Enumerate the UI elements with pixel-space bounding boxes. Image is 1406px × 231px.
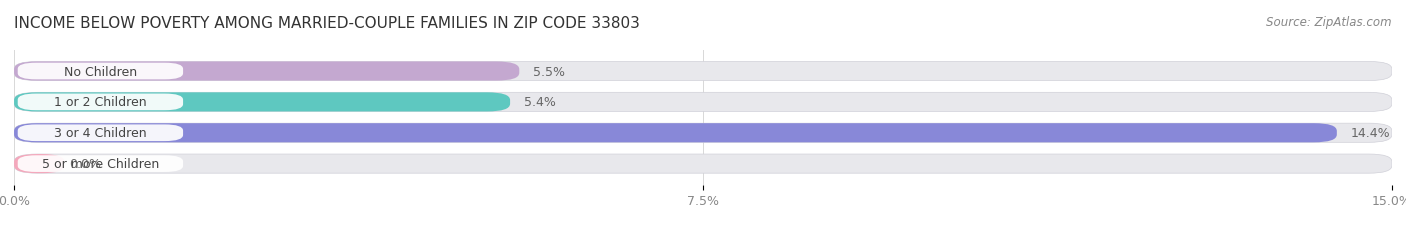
FancyBboxPatch shape bbox=[14, 124, 1392, 143]
FancyBboxPatch shape bbox=[14, 154, 65, 173]
FancyBboxPatch shape bbox=[14, 154, 1392, 173]
FancyBboxPatch shape bbox=[18, 64, 183, 80]
FancyBboxPatch shape bbox=[14, 62, 519, 81]
FancyBboxPatch shape bbox=[18, 125, 183, 141]
FancyBboxPatch shape bbox=[14, 62, 1392, 81]
FancyBboxPatch shape bbox=[18, 94, 183, 111]
Text: 1 or 2 Children: 1 or 2 Children bbox=[53, 96, 146, 109]
Text: 14.4%: 14.4% bbox=[1351, 127, 1391, 140]
FancyBboxPatch shape bbox=[18, 156, 183, 172]
FancyBboxPatch shape bbox=[14, 93, 1392, 112]
Text: INCOME BELOW POVERTY AMONG MARRIED-COUPLE FAMILIES IN ZIP CODE 33803: INCOME BELOW POVERTY AMONG MARRIED-COUPL… bbox=[14, 16, 640, 31]
Text: 5 or more Children: 5 or more Children bbox=[42, 158, 159, 170]
Text: 5.5%: 5.5% bbox=[533, 65, 565, 78]
FancyBboxPatch shape bbox=[14, 124, 1337, 143]
Text: Source: ZipAtlas.com: Source: ZipAtlas.com bbox=[1267, 16, 1392, 29]
Text: 0.0%: 0.0% bbox=[69, 158, 101, 170]
FancyBboxPatch shape bbox=[14, 93, 510, 112]
Text: 3 or 4 Children: 3 or 4 Children bbox=[53, 127, 146, 140]
Text: 5.4%: 5.4% bbox=[524, 96, 555, 109]
Text: No Children: No Children bbox=[63, 65, 136, 78]
